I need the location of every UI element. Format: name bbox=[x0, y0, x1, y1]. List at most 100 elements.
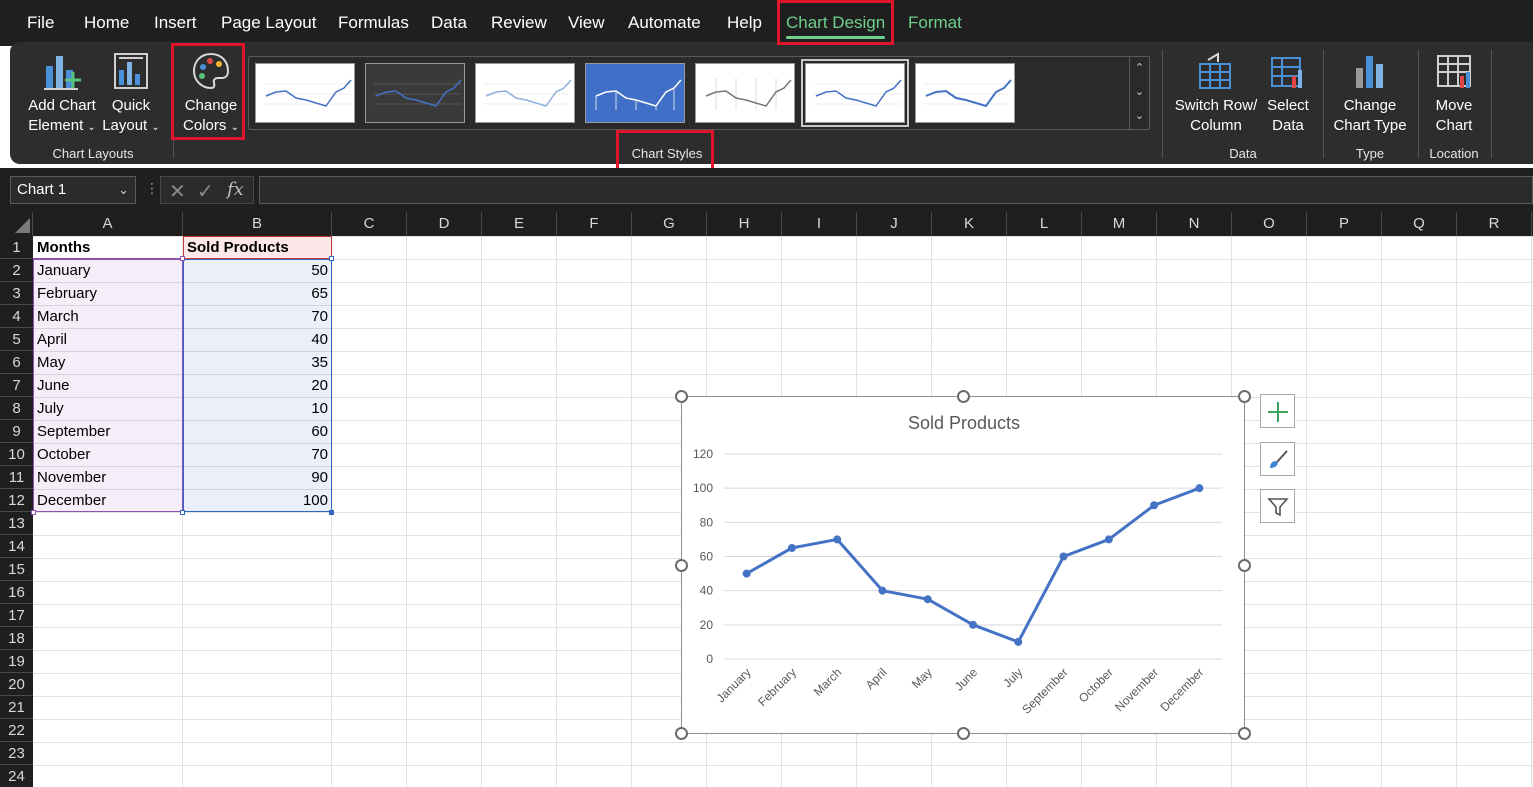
column-header[interactable]: C bbox=[332, 212, 407, 236]
menu-automate[interactable]: Automate bbox=[628, 13, 701, 32]
column-header[interactable]: M bbox=[1082, 212, 1157, 236]
column-header[interactable]: Q bbox=[1382, 212, 1457, 236]
row-header[interactable]: 9 bbox=[0, 420, 33, 443]
name-box[interactable]: Chart 1 ⌄ bbox=[10, 176, 136, 204]
gallery-scroll-up-button[interactable]: ⌃ bbox=[1129, 57, 1149, 81]
chart-resize-handle[interactable] bbox=[957, 727, 970, 740]
menu-review[interactable]: Review bbox=[491, 13, 547, 32]
chart-style-thumbnail-selected[interactable] bbox=[801, 59, 909, 127]
gallery-more-button[interactable]: ⌄ bbox=[1129, 105, 1149, 129]
column-header[interactable]: E bbox=[482, 212, 557, 236]
menu-data[interactable]: Data bbox=[431, 13, 467, 32]
data-point[interactable] bbox=[1104, 535, 1113, 544]
chart-resize-handle[interactable] bbox=[1238, 727, 1251, 740]
menu-help[interactable]: Help bbox=[727, 13, 762, 32]
row-header[interactable]: 17 bbox=[0, 604, 33, 627]
value-cell[interactable]: 90 bbox=[311, 469, 328, 486]
row-header[interactable]: 24 bbox=[0, 765, 33, 787]
menu-insert[interactable]: Insert bbox=[154, 13, 197, 32]
range-handle[interactable] bbox=[180, 510, 185, 515]
add-chart-element-button[interactable]: Add Chart Element ⌄ bbox=[24, 50, 100, 138]
chart-style-thumbnail[interactable] bbox=[255, 63, 355, 123]
value-cell[interactable]: 70 bbox=[311, 308, 328, 325]
column-header[interactable]: R bbox=[1457, 212, 1532, 236]
row-header[interactable]: 14 bbox=[0, 535, 33, 558]
row-header[interactable]: 1 bbox=[0, 236, 33, 259]
chart-resize-handle[interactable] bbox=[1238, 559, 1251, 572]
select-data-button[interactable]: Select Data bbox=[1260, 50, 1316, 136]
line-chart[interactable]: Sold Products 0 20 40 60 80 100 120 January Feb… bbox=[681, 396, 1245, 734]
data-point[interactable] bbox=[1150, 501, 1159, 510]
chart-style-thumbnail[interactable] bbox=[915, 63, 1015, 123]
column-header[interactable]: J bbox=[857, 212, 932, 236]
row-header[interactable]: 16 bbox=[0, 581, 33, 604]
check-icon[interactable]: ✓ bbox=[197, 181, 214, 203]
value-cell[interactable]: 100 bbox=[302, 492, 328, 509]
value-cell[interactable]: 70 bbox=[311, 446, 328, 463]
select-all-button[interactable] bbox=[0, 212, 33, 236]
menu-chart-design[interactable]: Chart Design bbox=[786, 13, 886, 39]
column-header[interactable]: A bbox=[33, 212, 183, 236]
chart-title[interactable]: Sold Products bbox=[908, 413, 1020, 433]
change-colors-button[interactable]: Change Colors ⌄ bbox=[176, 50, 246, 138]
chart-style-thumbnail[interactable] bbox=[695, 63, 795, 123]
range-handle[interactable] bbox=[180, 256, 185, 261]
month-cell[interactable]: April bbox=[37, 331, 68, 348]
menu-home[interactable]: Home bbox=[84, 13, 130, 32]
row-header[interactable]: 15 bbox=[0, 558, 33, 581]
value-cell[interactable]: 20 bbox=[311, 377, 328, 394]
chart-styles-gallery[interactable]: ⌃ ⌄ ⌄ bbox=[248, 56, 1150, 130]
row-header[interactable]: 10 bbox=[0, 443, 33, 466]
value-cell[interactable]: 40 bbox=[311, 331, 328, 348]
row-header[interactable]: 22 bbox=[0, 719, 33, 742]
month-cell[interactable]: February bbox=[37, 285, 98, 302]
value-cell[interactable]: 65 bbox=[311, 285, 328, 302]
data-point[interactable] bbox=[833, 535, 842, 544]
column-header[interactable]: H bbox=[707, 212, 782, 236]
menu-format[interactable]: Format bbox=[908, 13, 962, 32]
month-cell[interactable]: December bbox=[37, 492, 107, 509]
row-header[interactable]: 11 bbox=[0, 466, 33, 489]
range-handle[interactable] bbox=[31, 510, 36, 515]
data-point[interactable] bbox=[787, 543, 796, 552]
column-header[interactable]: O bbox=[1232, 212, 1307, 236]
formula-input[interactable] bbox=[259, 176, 1533, 204]
data-point[interactable] bbox=[1059, 552, 1068, 561]
menu-file[interactable]: File bbox=[27, 13, 55, 32]
menu-formulas[interactable]: Formulas bbox=[338, 13, 409, 32]
column-header[interactable]: F bbox=[557, 212, 632, 236]
chart-resize-handle[interactable] bbox=[675, 727, 688, 740]
month-cell[interactable]: September bbox=[37, 423, 111, 440]
month-cell[interactable]: March bbox=[37, 308, 79, 325]
range-handle[interactable] bbox=[329, 510, 334, 515]
chart-style-thumbnail[interactable] bbox=[585, 63, 685, 123]
column-header[interactable]: G bbox=[632, 212, 707, 236]
month-cell[interactable]: January bbox=[37, 262, 91, 279]
header-cell-months[interactable]: Months bbox=[37, 239, 91, 256]
month-cell[interactable]: July bbox=[37, 400, 64, 417]
row-header[interactable]: 3 bbox=[0, 282, 33, 305]
switch-row-column-button[interactable]: Switch Row/ Column bbox=[1170, 50, 1262, 136]
move-chart-button[interactable]: Move Chart bbox=[1422, 50, 1486, 136]
menu-view[interactable]: View bbox=[568, 13, 605, 32]
row-header[interactable]: 23 bbox=[0, 742, 33, 765]
month-cell[interactable]: October bbox=[37, 446, 91, 463]
cancel-icon[interactable]: ✕ bbox=[169, 181, 186, 203]
column-header[interactable]: B bbox=[183, 212, 332, 236]
series-line[interactable] bbox=[745, 486, 1200, 644]
header-cell-sold-products[interactable]: Sold Products bbox=[187, 239, 289, 256]
data-point[interactable] bbox=[923, 595, 932, 604]
data-point[interactable] bbox=[1195, 484, 1204, 493]
column-header[interactable]: P bbox=[1307, 212, 1382, 236]
value-cell[interactable]: 50 bbox=[311, 262, 328, 279]
column-header[interactable]: I bbox=[782, 212, 857, 236]
menu-page-layout[interactable]: Page Layout bbox=[221, 13, 317, 32]
row-header[interactable]: 19 bbox=[0, 650, 33, 673]
row-header[interactable]: 13 bbox=[0, 512, 33, 535]
month-cell[interactable]: November bbox=[37, 469, 107, 486]
row-header[interactable]: 4 bbox=[0, 305, 33, 328]
row-header[interactable]: 20 bbox=[0, 673, 33, 696]
row-header[interactable]: 12 bbox=[0, 489, 33, 512]
column-header[interactable]: L bbox=[1007, 212, 1082, 236]
data-point[interactable] bbox=[878, 586, 887, 595]
